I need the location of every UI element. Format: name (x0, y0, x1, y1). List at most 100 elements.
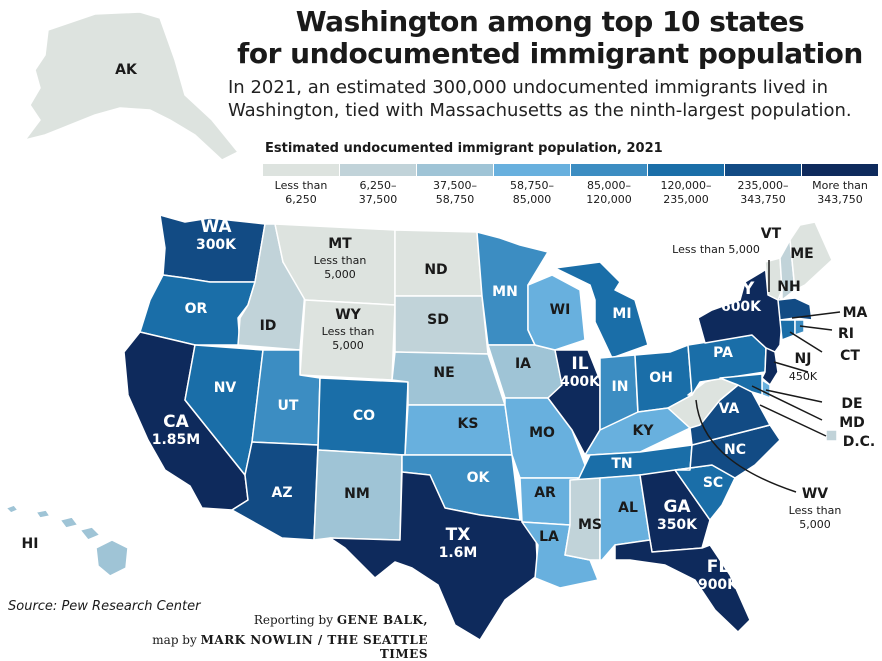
credit-line-2: map by MARK NOWLIN / THE SEATTLE TIMES (150, 633, 428, 661)
state-label: WA (200, 217, 232, 237)
legend-label-line-1: 235,000– (737, 179, 789, 192)
legend-item: 58,750– 85,000 (494, 164, 570, 207)
state-label: AZ (272, 485, 293, 501)
legend-item: 6,250– 37,500 (340, 164, 416, 207)
state-label: GA (663, 497, 691, 517)
state-TX (329, 471, 539, 641)
leader-RI (799, 325, 833, 331)
legend-label: 58,750– 85,000 (494, 179, 570, 207)
state-label: ND (424, 262, 447, 278)
state-label: WI (550, 302, 571, 318)
state-label: VT (761, 226, 782, 242)
state-label: 5,000 (324, 268, 356, 281)
state-WI (527, 274, 586, 351)
state-label: SD (427, 312, 449, 328)
legend-item: Less than 6,250 (263, 164, 339, 207)
subtitle-line-1: In 2021, an estimated 300,000 undocument… (228, 77, 828, 98)
legend-swatch (494, 164, 570, 176)
state-label: CT (840, 348, 860, 364)
state-label: Less than (789, 504, 842, 517)
state-label: Less than (322, 325, 375, 338)
state-label: AR (534, 485, 556, 501)
state-label: MT (328, 236, 352, 252)
legend-swatch (648, 164, 724, 176)
state-label: VA (719, 401, 740, 417)
state-DC-box (825, 429, 838, 442)
leader-DE (765, 389, 823, 403)
legend-item: 37,500– 58,750 (417, 164, 493, 207)
state-label: OR (185, 301, 208, 317)
state-label: MO (529, 425, 555, 441)
state-label: NV (214, 380, 237, 396)
state-label: WV (802, 486, 828, 502)
state-label: NY (728, 279, 755, 299)
state-label: 600K (721, 299, 762, 315)
legend-item: 85,000– 120,000 (571, 164, 647, 207)
state-label: 300K (196, 237, 237, 253)
state-HI (5, 504, 129, 577)
legend-label: 6,250– 37,500 (340, 179, 416, 207)
credit-1-name: GENE BALK, (336, 613, 428, 627)
state-label: HI (22, 536, 39, 552)
state-label: UT (278, 398, 299, 414)
state-label: MN (492, 284, 518, 300)
legend-item: 120,000– 235,000 (648, 164, 724, 207)
state-label: MD (839, 415, 865, 431)
state-label: 450K (789, 370, 818, 383)
credit-1-prefix: Reporting by (253, 613, 337, 627)
state-label: IA (515, 356, 531, 372)
legend-swatch (263, 164, 339, 176)
state-OR (139, 274, 256, 346)
state-label: D.C. (843, 434, 876, 450)
state-label: MI (612, 306, 631, 322)
legend-label-line-1: More than (812, 179, 868, 192)
legend-swatch (725, 164, 801, 176)
state-RI (794, 319, 805, 336)
state-label: 5,000 (799, 518, 831, 531)
legend-label-line-1: 37,500– (433, 179, 477, 192)
state-ME (789, 221, 833, 291)
legend: Less than 6,250 6,250– 37,500 37,500– 58,750 5… (263, 164, 879, 207)
state-MI (554, 261, 649, 359)
state-label: TX (446, 525, 471, 545)
legend-label-line-1: 6,250– (359, 179, 397, 192)
legend-label: 37,500– 58,750 (417, 179, 493, 207)
legend-label-line-2: 235,000 (663, 193, 709, 206)
state-label: NJ (795, 351, 812, 367)
state-label: WY (335, 307, 361, 323)
credit-2-name: MARK NOWLIN / THE SEATTLE TIMES (200, 633, 428, 661)
state-label: SC (703, 475, 723, 491)
state-CT (779, 319, 796, 341)
state-label: MA (843, 305, 868, 321)
leader-DC (759, 404, 827, 437)
credit-line-1: Reporting by GENE BALK, (150, 613, 428, 627)
state-label: 1.6M (439, 545, 478, 561)
state-label: Less than (314, 254, 367, 267)
state-label: OK (467, 470, 491, 486)
leader-CT (789, 331, 823, 353)
leader-NJ (773, 361, 809, 373)
state-label: TN (611, 456, 632, 472)
leader-MD (751, 385, 823, 421)
state-label: AK (115, 62, 138, 78)
state-label: NH (777, 279, 800, 295)
legend-label-line-2: 120,000 (586, 193, 632, 206)
state-label: 900K (698, 577, 739, 593)
state-label: IN (612, 379, 629, 395)
legend-label: Less than 6,250 (263, 179, 339, 207)
state-label: ID (260, 318, 277, 334)
state-AK (24, 11, 239, 161)
state-label: 400K (560, 374, 601, 390)
state-label: MS (578, 517, 602, 533)
legend-label-line-2: 85,000 (512, 193, 552, 206)
state-FL (614, 539, 751, 633)
legend-label: 120,000– 235,000 (648, 179, 724, 207)
state-label: AL (618, 500, 638, 516)
title-line-2: for undocumented immigrant population (237, 37, 863, 70)
map-title: Washington among top 10 states for undoc… (230, 6, 870, 70)
source-note: Source: Pew Research Center (8, 599, 201, 614)
leader-lines (695, 260, 841, 493)
legend-item: More than 343,750 (802, 164, 878, 207)
state-label: 1.85M (152, 432, 200, 448)
